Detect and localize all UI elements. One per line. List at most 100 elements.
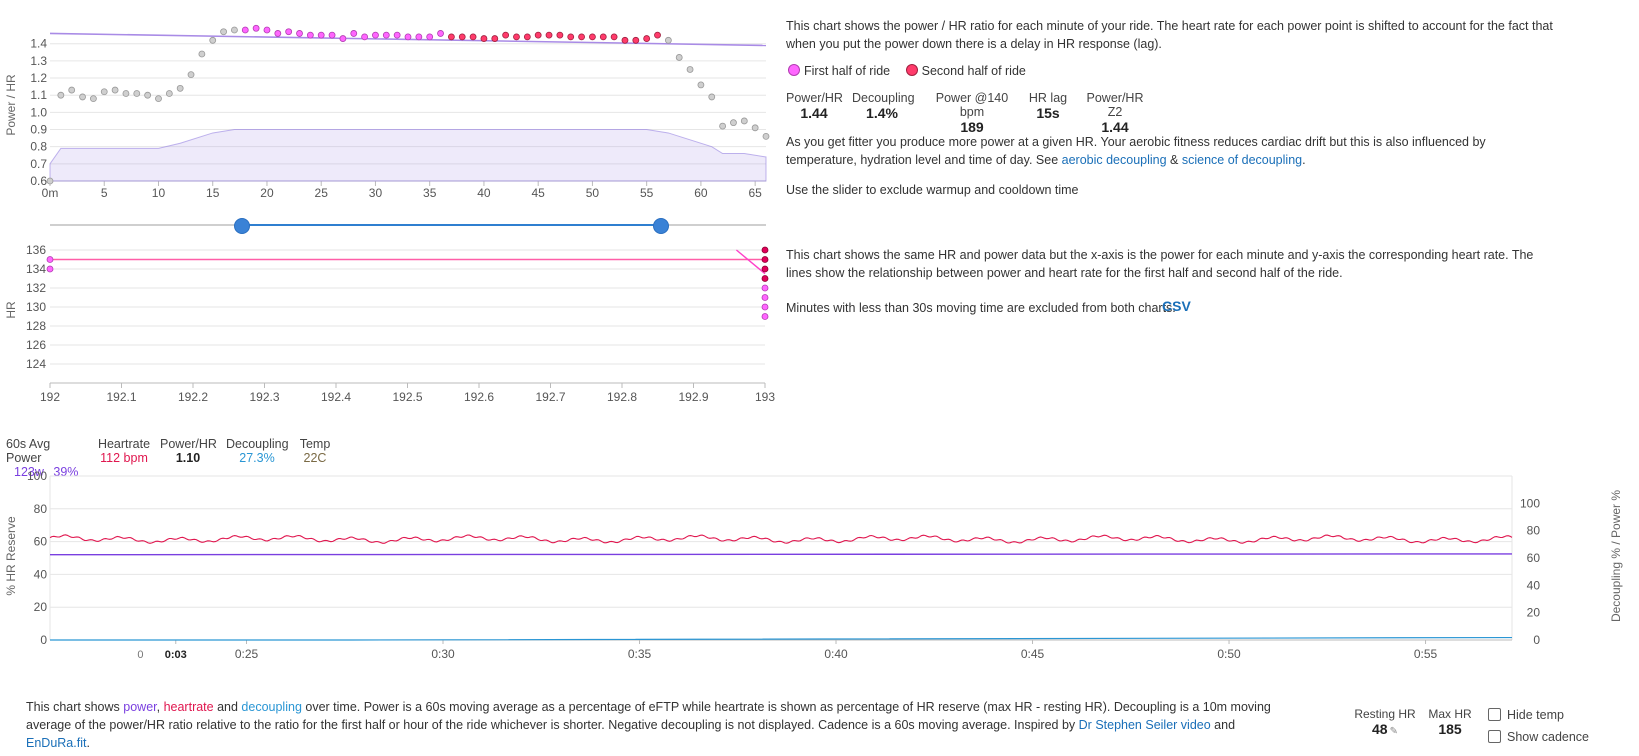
hr-x-ticks: 192 192.1 192.2 192.3 192.4 192.5 192.6 192.7 19… (40, 390, 775, 404)
second-half-point (578, 33, 585, 41)
y-tick-label: 1.3 (30, 54, 47, 68)
endura-fit-link[interactable]: EnDuRa.fit (26, 736, 87, 750)
excluded-point (57, 91, 65, 99)
science-of-decoupling-link[interactable]: science of decoupling (1181, 153, 1303, 167)
avg-power-label: 60s Avg Power (6, 437, 51, 465)
first-half-point (274, 30, 282, 37)
second-half-point (502, 31, 510, 39)
power-line (49, 553, 1513, 556)
excluded-point (46, 177, 54, 185)
x-tick-label: 0:40 (824, 647, 848, 661)
first-half-point (426, 33, 434, 41)
first-half-point (285, 28, 293, 36)
summary-heartrate: Heartrate 112 bpm (96, 437, 152, 465)
x-tick-label: 15 (206, 186, 220, 200)
excluded-point (79, 93, 86, 101)
power-area-shape (49, 129, 767, 182)
stephen-seiler-video-link[interactable]: Dr Stephen Seiler video (1078, 718, 1211, 732)
excluded-point (740, 117, 748, 125)
excluded-point (133, 90, 141, 97)
second-half-point (567, 33, 575, 41)
y2-tick-label: 0 (1533, 633, 1540, 647)
power-hr-x-ticks: 0m 5 10 15 20 25 30 35 40 45 50 55 60 65 (42, 186, 762, 200)
x-tick-label: 10 (152, 186, 166, 200)
x-tick-label: 192.7 (535, 390, 565, 404)
excluded-minutes-note: Minutes with less than 30s moving time a… (786, 301, 1176, 315)
footer-text: and (213, 700, 242, 714)
first-half-point (382, 31, 390, 39)
legend-second-half[interactable]: Second half of ride (905, 64, 1026, 78)
time-x-ticks: 0 0:03 0:25 0:30 0:35 0:40 0:45 0:50 0:55 (137, 647, 1437, 661)
slider-end-handle[interactable] (653, 218, 670, 234)
resting-hr-setting[interactable]: Resting HR 48 ✎ (1353, 707, 1417, 737)
metric-label: Power/HR (786, 91, 843, 105)
x-tick-label: 20 (260, 186, 274, 200)
hide-temp-box[interactable] (1488, 708, 1501, 721)
x-tick-label: 192.6 (464, 390, 494, 404)
y-tick-label: 1.4 (30, 37, 47, 51)
second-half-point (632, 36, 640, 44)
excluded-point (122, 90, 130, 97)
hide-temp-checkbox[interactable]: Hide temp (1488, 708, 1564, 722)
period-text: . (1302, 153, 1306, 167)
excluded-point (68, 86, 76, 94)
x-tick-label: 40 (477, 186, 491, 200)
metric-value: 1.4% (866, 105, 898, 121)
metric-value: 1.44 (800, 105, 828, 121)
first-half-point (306, 31, 314, 39)
footer-text: over time. Power is a 60s moving average… (26, 700, 1271, 732)
first-half-point (328, 31, 336, 39)
first-half-point (404, 33, 412, 41)
legend-first-half-label: First half of ride (804, 64, 891, 78)
y2-tick-label: 20 (1527, 606, 1541, 620)
first-half-point (761, 294, 769, 301)
power-area (49, 129, 767, 182)
avg-power-watts: 123w (14, 465, 44, 479)
first-half-point (372, 31, 379, 39)
csv-download-link[interactable]: CSV (1162, 298, 1191, 314)
time-chart-description: This chart shows power, heartrate and de… (26, 698, 1276, 752)
y2-tick-label: 60 (1527, 551, 1541, 565)
pencil-icon[interactable]: ✎ (1389, 726, 1398, 737)
x-tick-label: 192.4 (321, 390, 351, 404)
y-tick-label: 0.8 (30, 140, 47, 154)
power-hr-y-ticks: 0.6 0.7 0.8 0.9 1.0 1.1 1.2 1.3 1.4 (30, 37, 47, 188)
power-hr-value: 1.10 (175, 451, 201, 465)
resting-hr-value: 48 (1372, 721, 1388, 737)
slider-selected-range (241, 224, 661, 226)
y-tick-label: 124 (26, 357, 46, 371)
excluded-point (144, 91, 152, 99)
range-slider[interactable] (50, 218, 766, 234)
max-hr-setting: Max HR 185 (1424, 707, 1476, 737)
x-zero-label: 0 (137, 649, 143, 661)
power-hr-label: Power/HR (160, 437, 217, 451)
first-half-point (296, 30, 303, 37)
first-half-point (393, 31, 401, 39)
second-half-point (556, 31, 564, 39)
footer-power-word: power (123, 700, 157, 714)
hr-y-axis-label: HR (4, 301, 18, 319)
y-tick-label: 134 (26, 262, 46, 276)
slider-start-handle[interactable] (234, 218, 251, 234)
footer-text: . (86, 736, 90, 750)
first-half-point (761, 284, 769, 292)
x-tick-label: 0:55 (1414, 647, 1438, 661)
aerobic-decoupling-link[interactable]: aerobic decoupling (1061, 153, 1167, 167)
legend-first-half[interactable]: First half of ride (788, 64, 894, 78)
second-half-point (761, 275, 769, 282)
second-half-point (469, 33, 477, 41)
first-half-point (361, 33, 369, 41)
decoupling-value: 27.3% (239, 451, 275, 465)
excluded-point (89, 95, 97, 103)
metric-power-hr-z2: Power/HR Z2 1.44 (1078, 91, 1152, 135)
x-tick-label: 193 (755, 390, 775, 404)
second-half-point (654, 31, 661, 39)
hr-regression-lines (50, 249, 766, 275)
time-series-lines (49, 534, 1513, 641)
excluded-point (220, 28, 227, 36)
show-cadence-box[interactable] (1488, 730, 1501, 743)
show-cadence-checkbox[interactable]: Show cadence (1488, 730, 1589, 744)
metric-decoupling: Decoupling 1.4% (852, 91, 915, 121)
regression-line (735, 249, 766, 275)
x-tick-label: 0m (42, 186, 59, 200)
